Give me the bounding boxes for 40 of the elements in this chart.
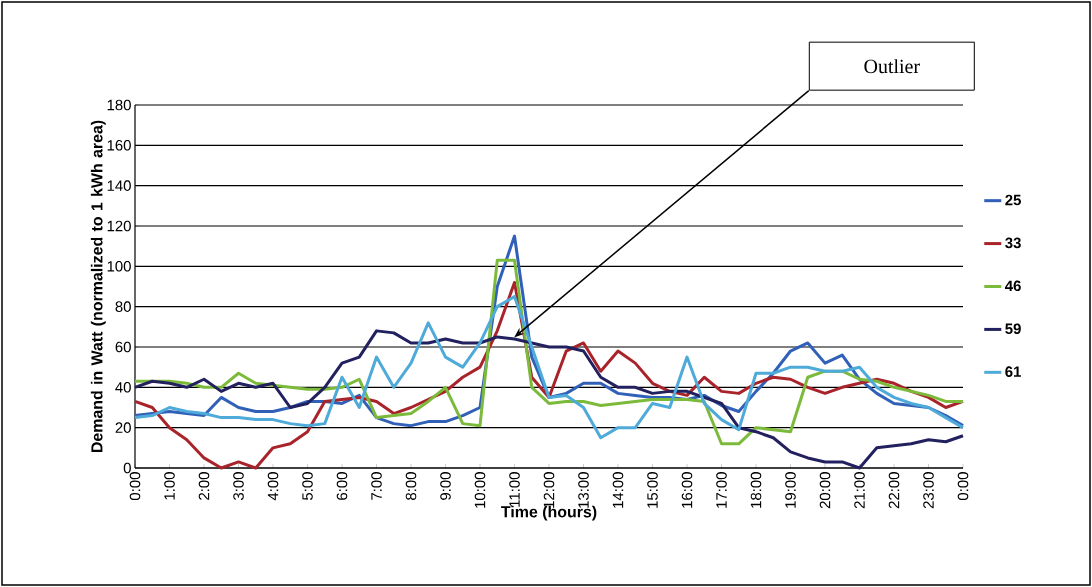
x-tick-label: 10:00 xyxy=(474,472,486,508)
x-tick-label: 2:00 xyxy=(198,472,210,500)
legend-label: 59 xyxy=(1005,323,1021,335)
x-tick-label: 5:00 xyxy=(302,472,313,501)
y-tick-label: 120 xyxy=(107,220,131,232)
legend-label: 33 xyxy=(1005,237,1021,249)
x-tick-label: 22:00 xyxy=(888,472,900,509)
y-tick-label: 0 xyxy=(123,462,131,474)
x-tick-label: 19:00 xyxy=(785,472,796,508)
x-tick-label: 3:00 xyxy=(233,472,244,501)
x-tick-label: 21:00 xyxy=(854,472,865,509)
y-tick-label: 140 xyxy=(107,180,131,191)
x-tick-label: 6:00 xyxy=(336,472,348,500)
x-tick-label: 20:00 xyxy=(819,472,831,509)
y-tick-label: 60 xyxy=(115,341,131,353)
x-tick-label: 4:00 xyxy=(267,472,279,501)
x-tick-label: 16:00 xyxy=(681,472,693,508)
x-tick-label: 17:00 xyxy=(716,472,727,508)
y-tick-label: 180 xyxy=(107,99,131,111)
x-tick-label: 23:00 xyxy=(923,472,934,509)
y-tick-label: 40 xyxy=(115,382,131,393)
y-axis-title: Demand in Watt (normalized to 1 kWh area) xyxy=(90,120,106,453)
legend-label: 25 xyxy=(1005,194,1021,206)
x-tick-label: 1:00 xyxy=(164,472,175,500)
y-tick-label: 20 xyxy=(115,422,131,433)
y-tick-label: 160 xyxy=(107,140,131,151)
y-tick-label: 80 xyxy=(115,301,131,312)
text: Outlier xyxy=(864,59,920,74)
x-tick-label: 7:00 xyxy=(371,472,382,500)
x-tick-label: 9:00 xyxy=(440,472,451,500)
x-tick-label: 11:00 xyxy=(509,472,520,507)
x-tick-label: 8:00 xyxy=(405,472,417,500)
x-tick-label: 0:00 xyxy=(957,472,969,501)
legend-label: 61 xyxy=(1005,366,1021,377)
x-tick-label: 15:00 xyxy=(647,472,658,508)
y-tick-label: 100 xyxy=(107,261,131,272)
legend-label: 46 xyxy=(1004,280,1021,292)
x-tick-label: 18:00 xyxy=(750,472,762,508)
x-tick-label: 0:00 xyxy=(129,472,141,501)
x-tick-label: 14:00 xyxy=(612,472,624,508)
